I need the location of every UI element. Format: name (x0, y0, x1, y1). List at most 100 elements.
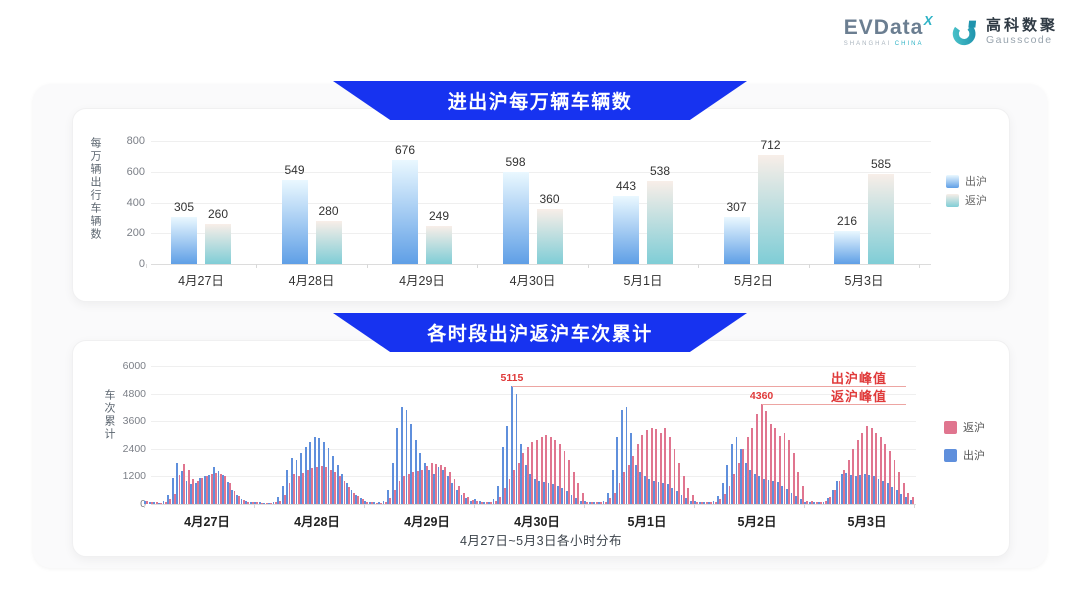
y-tick-label: 1200 (122, 470, 146, 483)
hour-bar-出沪 (630, 432, 632, 504)
hour-bar-返沪 (545, 435, 548, 504)
hour-bar-返沪 (866, 425, 868, 504)
hour-bar-返沪 (893, 460, 896, 504)
hour-bar-返沪 (279, 500, 282, 504)
hour-bar-返沪 (655, 429, 658, 504)
hour-bar-出沪 (895, 490, 898, 504)
hour-bar-返沪 (898, 471, 900, 504)
hour-bar-出沪 (634, 464, 637, 504)
bar-出沪 (392, 160, 418, 264)
evdata-logo-subtext: SHANGHAI CHINA (843, 41, 924, 47)
hour-bar-返沪 (329, 469, 332, 504)
x-tick-label: 4月27日 (184, 515, 230, 529)
hour-bar-返沪 (568, 460, 570, 504)
hour-bar-出沪 (153, 502, 156, 504)
hour-bar-返沪 (540, 437, 543, 504)
evdata-logo-superscript: X (922, 13, 935, 28)
y-tick-label: 200 (126, 227, 145, 240)
hour-bar-返沪 (701, 502, 703, 504)
hour-bar-出沪 (341, 474, 344, 504)
hour-bar-返沪 (219, 474, 222, 504)
hour-bar-返沪 (728, 485, 731, 504)
hour-bar-返沪 (416, 470, 419, 504)
x-axis-tick (587, 264, 589, 268)
hour-bar-出沪 (185, 481, 188, 504)
hour-bar-返沪 (361, 499, 364, 504)
hour-bar-返沪 (801, 485, 804, 504)
hour-bar-返沪 (581, 492, 584, 504)
hour-bar-返沪 (393, 490, 396, 504)
hour-bar-返沪 (316, 467, 318, 504)
hour-bar-返沪 (536, 439, 538, 504)
hour-bar-返沪 (742, 448, 745, 504)
evdata-logo: EVData X SHANGHAI CHINA (843, 13, 935, 47)
hour-bar-出沪 (735, 437, 738, 504)
hour-bar-出沪 (556, 485, 559, 504)
hour-bar-出沪 (781, 485, 784, 504)
hour-bar-出沪 (515, 393, 518, 504)
hour-bar-返沪 (572, 471, 575, 504)
hour-bar-返沪 (838, 481, 841, 504)
hour-bar-出沪 (648, 478, 651, 504)
hour-bar-返沪 (426, 466, 428, 504)
hour-bar-返沪 (705, 502, 708, 504)
chart2-card: 车次累计 0 1200 2400 3600 4800 6000 4月27日 4月28日 4月29… (72, 340, 1010, 557)
hour-bar-返沪 (499, 497, 502, 504)
hour-bar-出沪 (529, 474, 532, 504)
chart1-y-axis-label: 每万辆出行车辆数 (89, 137, 101, 241)
y-tick-label: 3600 (122, 415, 146, 428)
bar-value-label: 676 (394, 143, 416, 158)
hour-bar-返沪 (485, 502, 488, 504)
hour-bar-返沪 (549, 437, 552, 504)
bar-返沪 (205, 224, 231, 264)
hour-bar-出沪 (378, 502, 380, 504)
hour-bar-出沪 (891, 486, 894, 504)
hour-bar-返沪 (183, 463, 185, 504)
hour-bar-返沪 (352, 492, 355, 504)
hour-bar-返沪 (224, 476, 227, 504)
hour-bar-返沪 (169, 499, 172, 504)
hour-bar-返沪 (806, 500, 809, 504)
evdata-logo-text: EVData (843, 16, 924, 39)
hour-bar-出沪 (653, 481, 655, 504)
hour-bar-出沪 (730, 444, 733, 504)
hour-bar-出沪 (909, 499, 912, 504)
hour-bar-返沪 (380, 502, 383, 504)
hour-bar-出沪 (685, 498, 687, 504)
hour-bar-出沪 (167, 494, 170, 504)
hour-bar-返沪 (609, 498, 612, 504)
peak-value-label: 4360 (749, 389, 774, 402)
hour-bar-出沪 (433, 474, 435, 504)
hour-bar-返沪 (856, 439, 859, 504)
hour-bar-返沪 (283, 494, 286, 504)
x-tick-label: 5月3日 (844, 274, 884, 288)
hour-bar-返沪 (682, 476, 685, 504)
hour-bar-返沪 (554, 439, 557, 504)
hour-bar-出沪 (680, 494, 683, 504)
hour-bar-出沪 (373, 502, 376, 504)
hour-bar-出沪 (900, 493, 903, 504)
hour-bar-出沪 (510, 386, 513, 504)
hour-bar-出沪 (465, 498, 467, 504)
legend-swatch (946, 174, 959, 188)
hour-bar-出沪 (886, 483, 889, 504)
legend-item: 出沪 (946, 173, 987, 189)
x-tick-label: 5月2日 (737, 515, 777, 529)
hour-bar-出沪 (355, 494, 357, 504)
chart2-plot: 0 1200 2400 3600 4800 6000 4月27日 4月28日 4月29日 4月30… (73, 341, 1009, 556)
hour-bar-出沪 (213, 467, 215, 504)
hour-bar-出沪 (460, 494, 463, 504)
hour-bar-出沪 (226, 482, 229, 504)
hour-bar-返沪 (458, 485, 460, 504)
hour-bar-出沪 (318, 438, 321, 504)
gridline (151, 421, 916, 423)
hour-bar-出沪 (836, 481, 839, 504)
hour-bar-返沪 (412, 471, 415, 504)
hour-bar-出沪 (675, 491, 678, 504)
bar-出沪 (834, 230, 860, 264)
legend-label: 返沪 (965, 195, 987, 207)
gridline (151, 504, 916, 505)
x-tick-label: 4月30日 (509, 274, 556, 288)
hour-bar-出沪 (249, 502, 252, 504)
hour-bar-返沪 (618, 483, 621, 504)
